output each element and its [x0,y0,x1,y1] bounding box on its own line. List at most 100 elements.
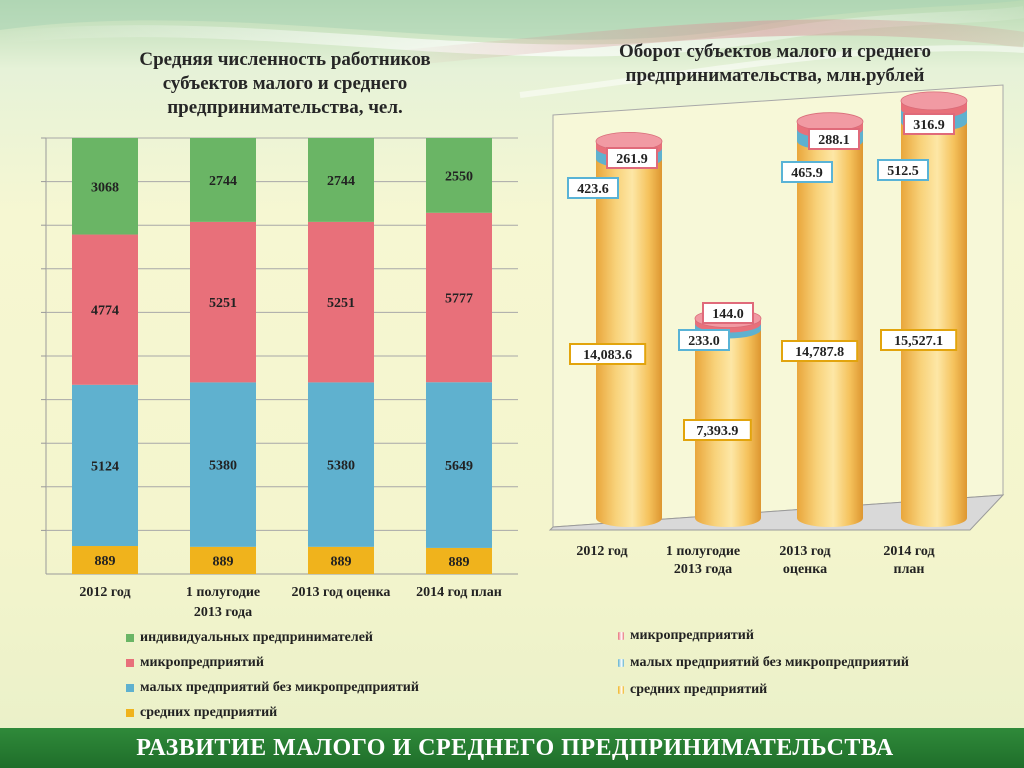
x-tick-label: 2013 год [779,544,830,559]
data-label-medium: 889 [95,554,116,569]
x-tick-label: план [894,562,925,577]
bar-segment-small [426,382,492,548]
data-label-small: 5380 [327,459,355,474]
turnover-chart-title: Оборот субъектов малого и среднего предп… [618,41,932,86]
x-tick-label: 2013 года [194,605,252,620]
legend-label: индивидуальных предпринимателей [140,630,374,645]
data-label-medium: 14,083.6 [583,348,632,363]
data-label-box-medium [880,329,958,351]
data-label-micro: 261.9 [616,152,648,167]
cylinder-top [796,112,864,132]
data-label-box-micro [808,128,860,150]
x-tick-label: 2012 год [576,544,627,559]
legend-swatch [126,709,134,717]
legend-swatch [126,634,134,642]
data-label-box-micro [606,147,658,169]
legend-item-medium: средних предприятий [126,705,277,721]
legend-swatch [618,659,624,667]
data-label-medium: 889 [331,554,352,569]
legend-item-medium: средних предприятий [618,682,767,698]
bar-segment-micro [308,221,374,383]
data-label-medium: 889 [213,554,234,569]
bar-segment-individual [190,138,256,222]
cylinder-4 [900,91,968,527]
x-tick-label: 2013 года [674,562,732,577]
cylinder-top [900,91,968,111]
bar-segment-individual [426,138,492,213]
data-label-small: 5649 [445,459,473,474]
data-label-small: 465.9 [791,166,823,181]
data-label-medium: 15,527.1 [894,334,943,349]
bar-segment-small [190,382,256,547]
bar-segment-medium [190,546,256,574]
bar-segment-medium [72,546,138,574]
bar-segment-micro [72,234,138,385]
cylinder-segment-medium [901,122,967,527]
legend-swatch [618,686,624,694]
data-label-small: 5124 [91,459,119,474]
bar-segment-small [72,384,138,547]
cylinder-segment-medium [797,140,863,527]
data-label-box-small [877,159,929,181]
footer-title: РАЗВИТИЕ МАЛОГО И СРЕДНЕГО ПРЕДПРИНИМАТЕ… [136,735,894,761]
data-label-small: 233.0 [688,334,720,349]
x-tick-label: 2013 год оценка [292,585,391,600]
x-tick-label: 2014 год план [416,585,502,600]
data-label-micro: 144.0 [712,307,744,322]
data-label-micro: 4774 [91,304,119,319]
data-label-box-small [567,177,619,199]
data-label-box-small [781,161,833,183]
data-label-box-small [678,329,730,351]
x-tick-label: 1 полугодие [666,544,740,559]
employees-chart-title: Средняя численность работников субъектов… [139,49,431,118]
legend-item-micro: микропредприятий [618,628,754,644]
data-label-micro: 316.9 [913,118,945,133]
bar-segment-medium [426,547,492,574]
bar-segment-micro [426,212,492,383]
x-tick-label: оценка [783,562,827,577]
legend-item-micro: микропредприятий [126,655,264,671]
legend-label: микропредприятий [630,628,754,643]
data-label-medium: 7,393.9 [696,424,738,439]
data-label-individual: 3068 [91,180,119,195]
data-label-small: 5380 [209,459,237,474]
x-tick-label: 2012 год [79,585,130,600]
x-tick-label: 1 полугодие [186,585,260,600]
legend-swatch [126,684,134,692]
legend-item-small: малых предприятий без микропредприятий [126,680,419,696]
data-label-individual: 2744 [209,174,237,189]
bar-segment-small [308,382,374,547]
legend-label: средних предприятий [630,682,768,697]
bar-segment-micro [190,221,256,383]
bar-segment-medium [308,546,374,574]
data-label-micro: 5251 [327,296,355,311]
data-label-medium: 14,787.8 [795,345,844,360]
data-label-small: 423.6 [577,182,609,197]
bar-segment-individual [308,138,374,222]
data-label-individual: 2744 [327,174,355,189]
data-label-individual: 2550 [445,169,473,184]
data-label-box-micro [702,302,754,324]
bar-segment-individual [72,138,138,235]
legend-swatch [618,632,624,640]
data-label-micro: 288.1 [818,133,850,148]
x-tick-label: 2014 год [883,544,934,559]
data-label-box-micro [903,113,955,135]
cylinder-segment-medium [596,158,662,527]
legend-item-individual: индивидуальных предпринимателей [126,630,373,646]
data-label-box-medium [569,343,647,365]
data-label-box-medium [683,419,752,441]
data-label-micro: 5251 [209,296,237,311]
legend-label: малых предприятий без микропредприятий [630,655,909,670]
legend-label: малых предприятий без микропредприятий [140,680,419,695]
legend-label: микропредприятий [140,655,264,670]
data-label-micro: 5777 [445,292,473,307]
data-label-medium: 889 [449,555,470,570]
footer-banner: РАЗВИТИЕ МАЛОГО И СРЕДНЕГО ПРЕДПРИНИМАТЕ… [0,728,1024,768]
data-label-small: 512.5 [887,164,919,179]
legend-label: средних предприятий [140,705,278,720]
legend-item-small: малых предприятий без микропредприятий [618,655,909,671]
